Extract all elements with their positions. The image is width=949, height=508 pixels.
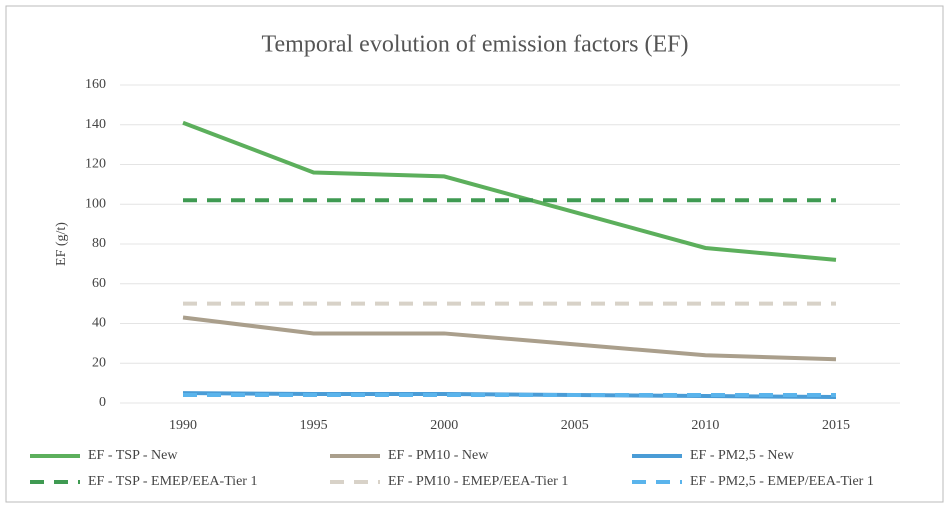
y-tick-label: 140 <box>85 117 106 132</box>
y-tick-label: 60 <box>92 276 106 291</box>
y-tick-label: 80 <box>92 236 106 251</box>
x-tick-label: 2000 <box>430 418 458 433</box>
x-tick-label: 2010 <box>691 418 719 433</box>
legend-label: EF - PM2,5 - EMEP/EEA-Tier 1 <box>690 474 874 489</box>
y-tick-label: 160 <box>85 77 106 92</box>
x-tick-label: 2015 <box>822 418 850 433</box>
y-axis-label: EF (g/t) <box>54 222 69 266</box>
x-tick-label: 1995 <box>300 418 328 433</box>
legend-label: EF - TSP - EMEP/EEA-Tier 1 <box>88 474 257 489</box>
y-tick-label: 120 <box>85 157 106 172</box>
y-tick-label: 100 <box>85 196 106 211</box>
series-line <box>182 120 837 262</box>
chart-title: Temporal evolution of emission factors (… <box>262 32 689 58</box>
chart-border <box>5 5 944 503</box>
y-tick-label: 40 <box>92 316 106 331</box>
y-tick-label: 0 <box>99 395 106 410</box>
x-tick-label: 2005 <box>561 418 589 433</box>
x-tick-label: 1990 <box>169 418 197 433</box>
series-line <box>182 315 837 362</box>
legend-label: EF - PM10 - EMEP/EEA-Tier 1 <box>388 474 568 489</box>
y-tick-label: 20 <box>92 355 106 370</box>
legend-label: EF - PM2,5 - New <box>690 448 795 463</box>
legend-label: EF - TSP - New <box>88 448 178 463</box>
legend-label: EF - PM10 - New <box>388 448 489 463</box>
